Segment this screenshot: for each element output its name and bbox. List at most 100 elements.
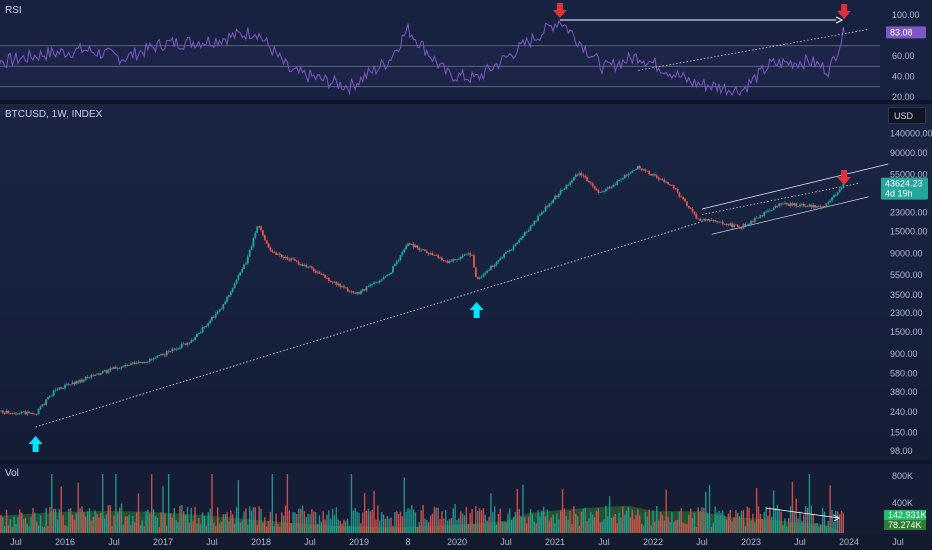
candle	[305, 263, 308, 269]
candle	[563, 187, 566, 190]
candle	[250, 245, 253, 251]
pane-separator-1[interactable]	[0, 100, 932, 104]
candle	[126, 363, 129, 367]
candle-body	[787, 204, 790, 207]
candle	[491, 264, 494, 268]
volume-bar	[90, 520, 93, 533]
currency-button[interactable]: USD	[888, 107, 926, 124]
candle	[245, 261, 247, 265]
candle	[310, 265, 313, 270]
candle-body	[116, 368, 119, 370]
candle-body	[616, 181, 619, 185]
volume-bar	[66, 526, 68, 533]
candle	[763, 211, 766, 218]
candle-body	[527, 230, 530, 232]
candle	[552, 199, 555, 204]
candle-body	[571, 180, 573, 183]
candle	[3, 411, 6, 415]
candle	[670, 184, 673, 186]
volume-bar	[86, 511, 89, 533]
candle	[243, 264, 245, 270]
volume-bar	[663, 520, 666, 533]
candle-body	[326, 277, 328, 279]
candle	[148, 358, 151, 364]
candle	[239, 272, 242, 277]
volume-bar	[369, 511, 372, 533]
volume-bar	[808, 474, 811, 533]
pane-separator-2[interactable]	[0, 460, 932, 464]
candle	[833, 194, 835, 199]
volume-bar	[461, 513, 464, 533]
candle	[751, 220, 754, 224]
volume-bar	[32, 507, 34, 533]
volume-bar	[780, 511, 782, 533]
volume-bar	[431, 513, 434, 533]
rsi-band	[0, 45, 880, 87]
candle	[810, 204, 813, 210]
time-axis-bg	[0, 534, 932, 550]
volume-bar	[814, 523, 816, 533]
volume-bar	[173, 508, 176, 533]
candle	[740, 227, 743, 230]
volume-bar	[275, 513, 277, 533]
candle-body	[147, 361, 149, 363]
volume-bar	[486, 520, 488, 533]
price-y-tick: 240.00	[890, 407, 918, 417]
candle-body	[397, 259, 400, 262]
candle	[448, 259, 451, 264]
volume-bar	[367, 508, 370, 533]
candle-body	[339, 283, 342, 287]
volume-bar	[684, 523, 686, 533]
x-tick: 2018	[251, 537, 271, 547]
volume-bar	[426, 520, 428, 533]
candle-body	[343, 286, 345, 288]
candle	[28, 410, 31, 414]
volume-bar	[126, 516, 128, 533]
candle	[765, 210, 767, 214]
candle	[75, 380, 78, 385]
candle-body	[199, 332, 202, 334]
volume-bar	[520, 516, 522, 533]
candle-body	[554, 195, 556, 200]
candle-body	[456, 259, 458, 261]
volume-bar	[509, 508, 511, 533]
volume-bar	[380, 512, 383, 533]
candle-body	[484, 272, 487, 275]
candle-body	[842, 183, 845, 189]
candle	[768, 208, 771, 212]
volume-bar	[665, 489, 667, 533]
candle-body	[305, 265, 308, 267]
candle-body	[399, 254, 402, 260]
candle	[533, 219, 536, 227]
arrow-head	[837, 11, 852, 19]
candle	[618, 179, 620, 182]
candle	[15, 412, 17, 417]
candle-body	[167, 351, 170, 353]
arrow-head	[469, 302, 484, 310]
candle-body	[793, 203, 796, 206]
volume-bar	[635, 514, 637, 533]
candle	[147, 361, 149, 364]
candle-body	[231, 288, 234, 292]
volume-bar	[689, 508, 692, 533]
candle	[452, 257, 455, 264]
vol-badge-2-text: 78.274K	[888, 520, 922, 530]
candle	[60, 386, 63, 390]
candle-body	[20, 411, 23, 414]
candle	[678, 191, 681, 199]
candle-body	[267, 243, 270, 248]
volume-bar	[216, 507, 219, 533]
candle-body	[797, 206, 800, 207]
candle	[371, 283, 374, 287]
volume-bar	[537, 510, 539, 533]
volume-bar	[230, 510, 232, 533]
volume-bar	[96, 513, 98, 533]
candle-body	[5, 410, 8, 414]
candle-body	[618, 179, 620, 182]
candle-body	[669, 184, 671, 186]
candle	[529, 225, 532, 231]
volume-bar	[184, 514, 187, 533]
candle	[427, 252, 430, 257]
candle	[825, 203, 828, 208]
